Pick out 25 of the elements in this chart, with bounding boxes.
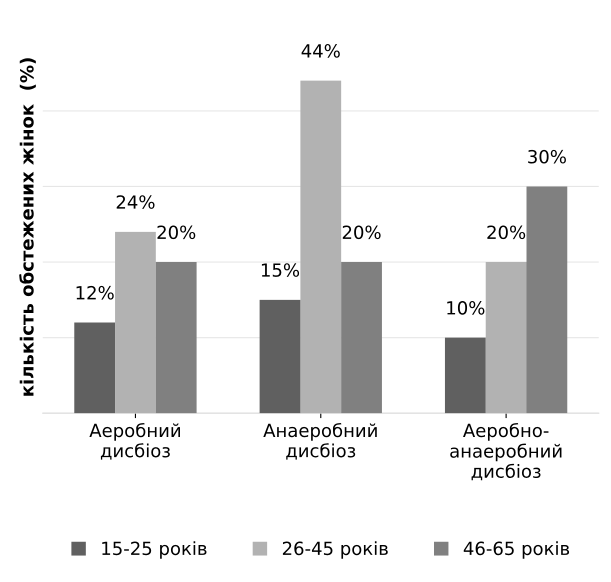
bar xyxy=(341,262,382,414)
data-label: 15% xyxy=(262,263,300,277)
legend-label: 15-25 років xyxy=(102,541,206,559)
bar xyxy=(486,262,526,414)
x-tick-label: Анаеробний дисбіоз xyxy=(263,422,377,460)
bar xyxy=(74,322,116,414)
bar xyxy=(444,338,486,414)
data-label: 44% xyxy=(302,44,340,58)
bar xyxy=(526,186,568,414)
data-label: 10% xyxy=(447,301,484,315)
data-label: 24% xyxy=(116,195,155,209)
legend-label: 46-65 років xyxy=(464,541,570,559)
bar xyxy=(115,232,156,414)
bar xyxy=(300,80,342,414)
bar xyxy=(260,300,300,414)
data-label: 20% xyxy=(487,225,526,240)
data-label: 12% xyxy=(76,286,114,300)
bar xyxy=(156,262,197,414)
x-tick-label: Аеробно- анаеробний дисбіоз xyxy=(450,422,562,480)
data-label: 20% xyxy=(157,225,196,240)
legend-label: 26-45 років xyxy=(282,541,388,559)
data-label: 30% xyxy=(528,150,566,164)
data-label: 20% xyxy=(342,225,381,240)
y-axis-title: кількість обстежених жінок (%) xyxy=(19,58,36,396)
x-tick-label: Аеробний дисбіоз xyxy=(89,422,180,460)
